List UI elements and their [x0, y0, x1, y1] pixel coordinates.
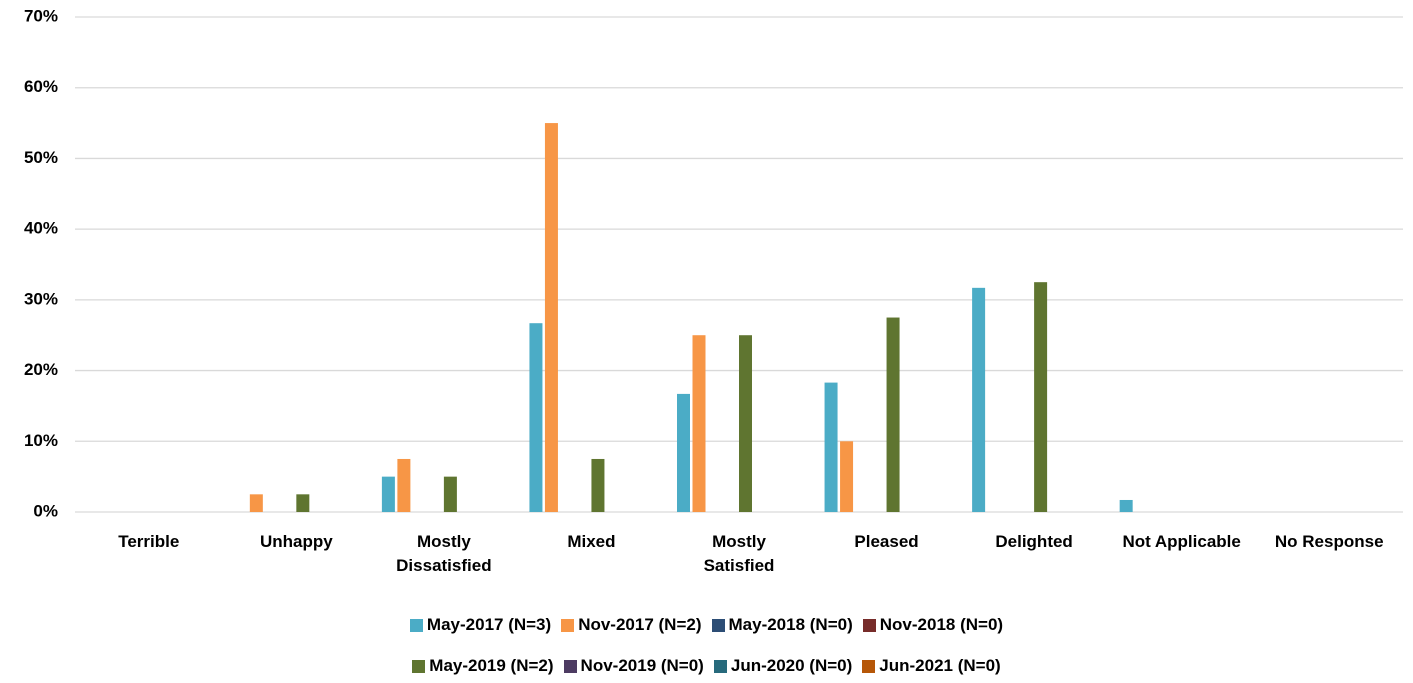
y-tick-label: 10% — [24, 431, 58, 450]
legend-swatch — [862, 618, 876, 632]
bar — [886, 317, 900, 512]
y-tick-label: 70% — [24, 6, 58, 25]
legend-item: Nov-2018 (N=0) — [862, 615, 1004, 635]
legend-label: Jun-2020 (N=0) — [730, 656, 853, 675]
bar — [1119, 499, 1133, 512]
bar — [739, 335, 752, 512]
legend-label: May-2018 (N=0) — [728, 615, 853, 634]
legend-swatch — [412, 659, 426, 673]
x-tick-label: Mixed — [567, 532, 616, 551]
bar — [397, 458, 411, 512]
y-tick-label: 40% — [24, 219, 58, 238]
bar — [443, 476, 457, 512]
bar — [1034, 282, 1048, 512]
legend-swatch — [563, 659, 577, 673]
bar — [677, 393, 690, 512]
legend-item: Jun-2020 (N=0) — [713, 656, 853, 676]
legend-row: May-2017 (N=3) Nov-2017 (N=2) May-2018 (N=… — [0, 615, 1413, 635]
y-tick-label: 20% — [24, 360, 58, 379]
legend-row: May-2019 (N=2) Nov-2019 (N=0) Jun-2020 (N=… — [0, 656, 1413, 676]
x-tick-label: Delighted — [995, 532, 1073, 551]
legend-item: Nov-2019 (N=0) — [563, 656, 704, 676]
x-tick-label: Mostly Satisfied — [703, 532, 775, 575]
y-tick-label: 60% — [24, 77, 58, 96]
y-tick-label: 0% — [33, 501, 58, 520]
legend-label: Nov-2017 (N=2) — [578, 615, 702, 634]
legend-item: Nov-2017 (N=2) — [561, 615, 702, 635]
bar — [529, 323, 543, 512]
x-tick-label: Pleased — [854, 532, 919, 551]
y-tick-label: 50% — [24, 148, 58, 167]
bar — [591, 458, 605, 512]
bar — [544, 123, 558, 513]
legend-item: May-2017 (N=3) — [409, 615, 552, 635]
x-tick-label: Not Applicable — [1122, 532, 1241, 551]
legend-label: May-2017 (N=3) — [426, 615, 552, 634]
legend-item: Jun-2021 (N=0) — [862, 656, 1001, 676]
legend-label: Nov-2019 (N=0) — [580, 656, 704, 675]
legend-swatch — [862, 659, 876, 673]
x-tick-label: Unhappy — [259, 532, 333, 551]
x-tick-label: Terrible — [118, 532, 180, 551]
legend-label: May-2019 (N=2) — [429, 656, 554, 675]
legend-swatch — [409, 618, 423, 632]
legend-item: May-2019 (N=2) — [412, 656, 554, 676]
bar — [824, 382, 838, 512]
bar — [972, 287, 986, 512]
legend-label: Nov-2018 (N=0) — [879, 615, 1004, 634]
x-tick-label: Mostly Dissatisfied — [396, 532, 492, 575]
x-tick-label: No Response — [1274, 532, 1384, 551]
legend-label: Jun-2021 (N=0) — [879, 656, 1001, 675]
bar — [692, 335, 706, 512]
legend-swatch — [711, 618, 725, 632]
bar — [840, 441, 854, 512]
y-tick-label: 30% — [24, 289, 58, 308]
bar — [296, 494, 310, 512]
bar — [249, 494, 263, 512]
legend-swatch — [713, 659, 727, 673]
bar — [381, 476, 395, 512]
legend-item: May-2018 (N=0) — [711, 615, 853, 635]
legend-swatch — [561, 618, 575, 632]
